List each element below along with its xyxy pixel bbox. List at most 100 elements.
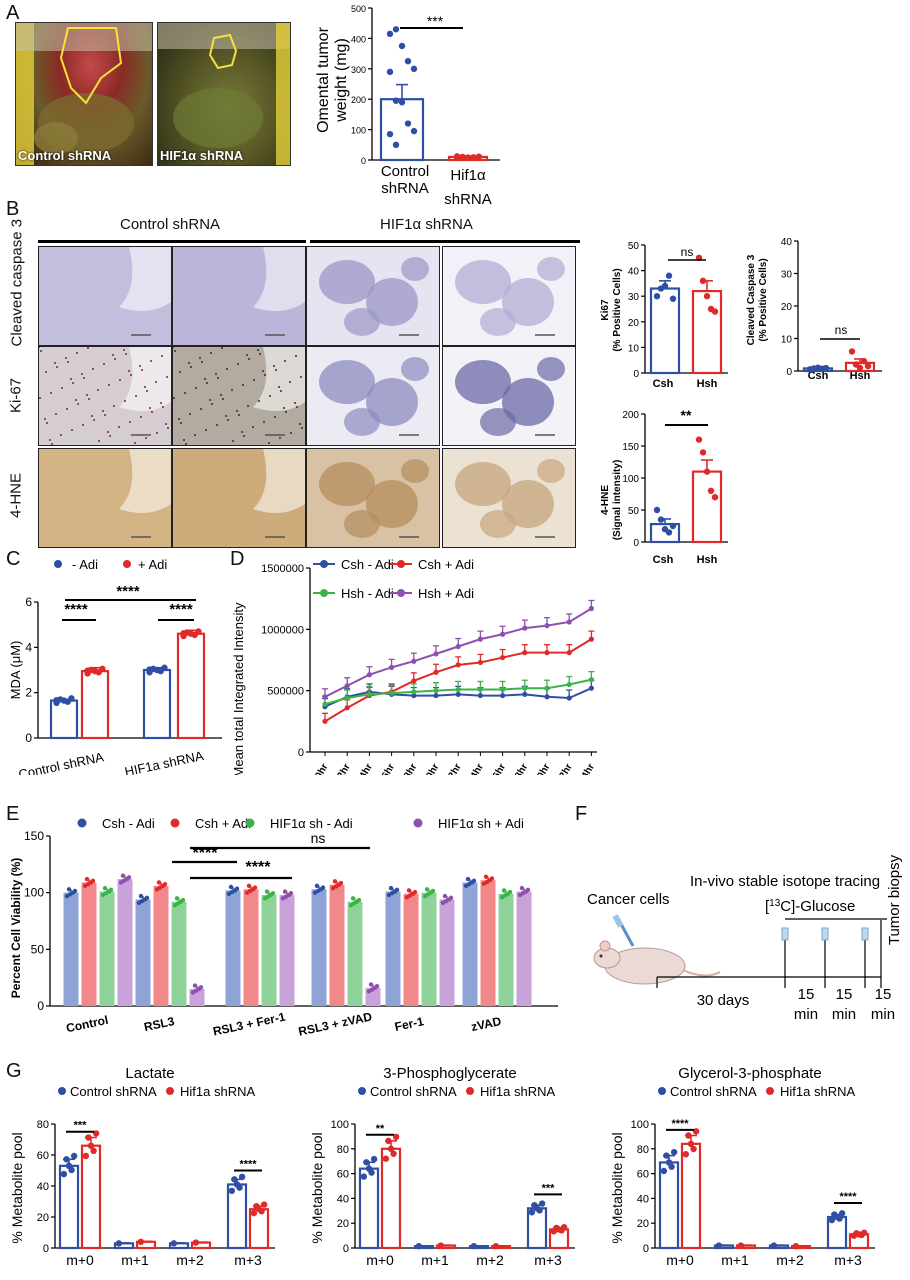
G-g3p-bar-point — [715, 1242, 723, 1249]
G-lactate-bar-point — [231, 1176, 238, 1183]
a-ytick-label: 200 — [351, 95, 366, 105]
B-ki67-hsh-bar — [691, 289, 723, 375]
a-hif1a-point — [470, 154, 477, 161]
ihc-image-texture — [173, 247, 305, 345]
G-g3p-bar-point — [663, 1152, 670, 1159]
tissue-nodule — [455, 360, 511, 404]
G-3pg-bar-point — [437, 1242, 445, 1249]
c-0-0-bar — [49, 699, 79, 740]
ki67-ylabel2: (% Positive Cells) — [612, 268, 623, 351]
G-lactate-bar-point — [68, 1166, 75, 1174]
stain-dot — [215, 373, 217, 375]
e-point — [442, 893, 448, 899]
a-control-point — [410, 127, 418, 135]
B-hne-csh-point — [653, 506, 661, 514]
d-point — [433, 669, 439, 675]
d-xtick-label: 14hr — [466, 762, 486, 775]
G-3pg-ytick-label: 20 — [337, 1218, 349, 1230]
f-cancer-cells: Cancer cells — [587, 891, 670, 908]
d-point — [477, 692, 483, 699]
c-legend-plus: + Adi — [138, 557, 167, 572]
g-legend-label: Hif1a shRNA — [780, 1084, 855, 1099]
a-ytick-label: 400 — [351, 34, 366, 44]
stain-dot — [161, 355, 163, 357]
integrated-intensity-chart: Mean total Integrated Intensity Csh - Ad… — [231, 557, 597, 775]
e-xtick-label: RSL3 + Fer-1 — [212, 1010, 287, 1039]
tissue-nodule — [455, 462, 511, 506]
stain-dot — [232, 440, 234, 442]
e-point — [270, 891, 276, 896]
e-point — [356, 897, 362, 903]
stain-dot — [70, 378, 72, 380]
stain-dot — [185, 443, 187, 445]
a-control-point — [398, 42, 406, 50]
G-lactate-ytick-label: 40 — [37, 1181, 49, 1193]
ihc-image-texture — [319, 257, 429, 336]
c-1-0-point — [99, 665, 106, 673]
c-ytick-label: 2 — [25, 686, 32, 700]
B-ki67-csh-point — [665, 272, 673, 279]
d-series-line — [324, 638, 592, 723]
stain-dot — [46, 422, 48, 424]
tissue-nodule — [480, 308, 516, 336]
e-xtick-label: Fer-1 — [393, 1014, 425, 1034]
g-legend-label: Control shRNA — [70, 1084, 157, 1099]
e-xtick-label: zVAD — [470, 1014, 503, 1034]
G-g3p-bar-point — [836, 1215, 843, 1222]
stain-dot — [294, 402, 296, 404]
d-xtick-label: 6hr — [380, 762, 397, 775]
d-ytick-label: 1500000 — [261, 563, 304, 575]
row-label-cleaved-caspase: Cleaved caspase 3 — [8, 218, 26, 347]
a-control-point — [404, 120, 412, 127]
B-hne-hsh-point — [703, 468, 711, 475]
g-legend-label: Hif1a shRNA — [180, 1084, 255, 1099]
g-title: Glycerol-3-phosphate — [678, 1065, 821, 1082]
d-ytick-label: 500000 — [267, 686, 304, 698]
B-cc3-ytick-label: 30 — [781, 270, 793, 281]
stain-dot — [173, 397, 175, 399]
stain-dot — [204, 378, 206, 380]
G-3pg-xtick-label: m+2 — [476, 1252, 504, 1268]
d-point — [522, 650, 528, 656]
G-lactate-bar-point — [90, 1147, 97, 1155]
hif1a-surgery-photo: HIF1α shRNA — [157, 22, 291, 166]
stain-dot — [40, 350, 42, 352]
d-point — [322, 694, 328, 700]
e-point — [412, 889, 418, 895]
stain-dot — [243, 435, 245, 437]
stain-dot — [246, 354, 248, 356]
panel-letter-f: F — [575, 803, 588, 825]
stain-dot — [190, 366, 192, 368]
f-15c: 15 — [875, 986, 892, 1003]
e-legend-marker — [77, 818, 87, 828]
G-lactate-bar-point — [170, 1240, 178, 1247]
G-g3p-bar-bar — [658, 1161, 680, 1250]
B-hne-ytick-label: 100 — [622, 474, 639, 485]
f-days: 30 days — [697, 992, 750, 1009]
d-point — [455, 643, 461, 650]
stain-dot — [145, 437, 147, 439]
stain-dot — [51, 443, 53, 445]
e-bar — [311, 889, 327, 1006]
stain-dot — [54, 362, 56, 364]
g-title: 3-Phosphoglycerate — [383, 1065, 516, 1082]
e-point — [507, 889, 513, 895]
a-control-point — [386, 30, 394, 38]
G-lactate-bar-point — [70, 1152, 78, 1160]
d-xtick-label: 0hr — [313, 762, 330, 775]
omental-x1a: Control — [381, 163, 429, 180]
G-g3p-sig: **** — [839, 1191, 857, 1203]
cc3-ylabel2: (% Positive Cells) — [758, 258, 769, 341]
stain-dot — [226, 368, 228, 370]
e-bar — [225, 890, 241, 1006]
stain-dot — [268, 442, 270, 444]
d-point — [588, 677, 594, 683]
stain-dot — [39, 397, 41, 399]
hne-x1: Csh — [653, 554, 674, 565]
omental-x2a: Hif1α — [450, 167, 486, 184]
G-3pg-bar-point — [392, 1133, 400, 1141]
d-point — [455, 691, 461, 697]
G-g3p-ytick-label: 60 — [637, 1169, 649, 1181]
e-point — [252, 885, 258, 890]
stain-dot — [209, 399, 211, 401]
